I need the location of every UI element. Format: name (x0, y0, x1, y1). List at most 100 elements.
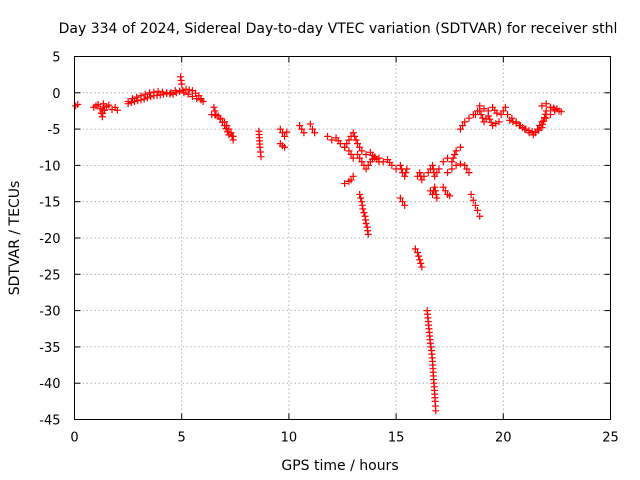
data-point (416, 169, 424, 177)
data-point (137, 96, 145, 104)
data-point (433, 169, 441, 177)
data-point (362, 151, 370, 159)
data-point (343, 140, 351, 148)
data-point (497, 111, 505, 119)
data-point (439, 183, 447, 191)
data-point (347, 151, 355, 159)
data-point (311, 129, 319, 137)
data-point (489, 121, 497, 129)
data-point (480, 105, 488, 113)
data-point (172, 89, 180, 97)
data-point (499, 107, 507, 115)
data-point (341, 143, 349, 151)
data-point (431, 172, 439, 180)
data-point (551, 105, 559, 113)
y-tick-label: -45 (39, 414, 60, 429)
data-point (432, 407, 440, 415)
data-point (184, 90, 192, 98)
y-tick-labels: 5 0 -5 -10 -15 -20 -25 -30 -35 -40 -45 (39, 51, 60, 429)
data-point (471, 201, 479, 209)
data-point (411, 245, 419, 253)
data-point (492, 120, 500, 128)
data-point (448, 158, 456, 166)
y-tick-label: -30 (39, 305, 60, 320)
y-tick-label: -35 (39, 341, 60, 356)
data-point (74, 100, 82, 108)
data-point (141, 90, 149, 98)
x-tick-label: 25 (602, 431, 619, 446)
data-point (463, 165, 471, 173)
data-point (176, 87, 184, 95)
x-tick-label: 15 (388, 431, 405, 446)
data-point (356, 154, 364, 162)
data-point (474, 206, 482, 214)
data-point (364, 230, 372, 238)
data-point (345, 136, 353, 144)
data-point (541, 110, 549, 118)
data-point (415, 252, 423, 260)
data-point (134, 97, 142, 105)
data-point (476, 212, 484, 220)
data-point (465, 169, 473, 177)
data-point (375, 154, 383, 162)
data-point (113, 106, 121, 114)
data-point (210, 103, 218, 111)
data-point (283, 128, 291, 136)
data-point (354, 151, 362, 159)
data-point (495, 118, 503, 126)
data-point (439, 158, 447, 166)
data-point (146, 89, 154, 97)
data-point (147, 93, 155, 101)
data-point (278, 129, 286, 137)
data-point (222, 125, 230, 133)
data-point (127, 99, 135, 107)
data-point (399, 198, 407, 206)
data-point (504, 111, 512, 119)
x-axis-label: GPS time / hours (281, 458, 398, 474)
data-point (459, 121, 467, 129)
data-point (140, 95, 148, 103)
data-point (179, 86, 187, 94)
data-point (456, 160, 464, 168)
y-tick-label: 0 (52, 87, 60, 102)
data-point (364, 161, 372, 169)
data-point (356, 190, 364, 198)
data-point (257, 153, 265, 161)
data-point (396, 161, 404, 169)
x-tick-label: 0 (70, 431, 78, 446)
data-point (509, 118, 517, 126)
axis-ticks (74, 56, 611, 420)
data-point (538, 124, 546, 132)
data-point (306, 120, 314, 128)
data-point (345, 147, 353, 155)
data-point (519, 124, 527, 132)
data-point (208, 111, 216, 119)
data-point (131, 98, 139, 106)
data-point (456, 143, 464, 151)
data-point (432, 190, 440, 198)
data-point (359, 205, 367, 213)
data-point (354, 140, 362, 148)
data-point (467, 190, 475, 198)
data-point (323, 132, 331, 140)
data-point (356, 143, 364, 151)
data-point (484, 112, 492, 120)
data-point (336, 140, 344, 148)
data-point (448, 165, 456, 173)
data-point (223, 128, 231, 136)
data-point (351, 132, 359, 140)
data-point (493, 109, 501, 117)
data-point (416, 256, 424, 264)
data-point (341, 180, 349, 188)
data-point (143, 94, 151, 102)
data-point (477, 111, 485, 119)
data-point (420, 172, 428, 180)
y-tick-label: -15 (39, 196, 60, 211)
data-point (362, 165, 370, 173)
chart-title: Day 334 of 2024, Sidereal Day-to-day VTE… (59, 21, 618, 37)
data-point (276, 125, 284, 133)
data-point (441, 187, 449, 195)
data-point (525, 127, 533, 135)
data-point (169, 90, 177, 98)
